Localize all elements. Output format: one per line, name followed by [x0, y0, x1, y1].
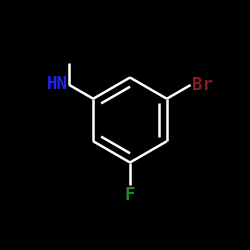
Text: Br: Br: [192, 76, 213, 94]
Text: F: F: [125, 186, 135, 204]
Text: HN: HN: [47, 75, 68, 93]
